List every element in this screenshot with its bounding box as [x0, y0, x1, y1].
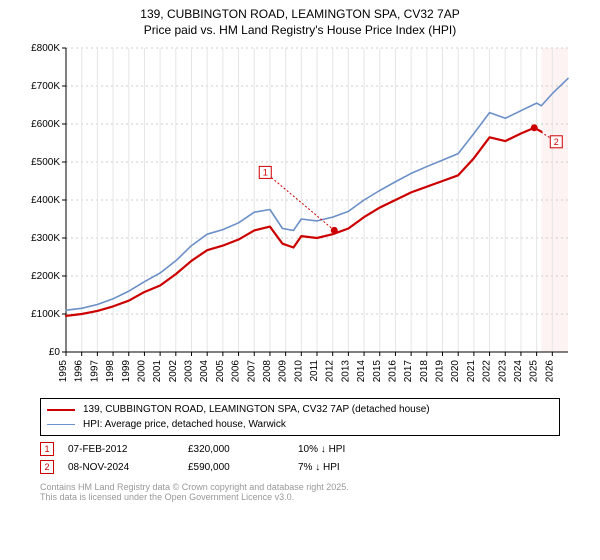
line-chart: £0 £100K £200K £300K £400K £500K £600K £700K £80…	[20, 42, 580, 392]
legend-item: HPI: Average price, detached house, Warw…	[47, 417, 553, 432]
svg-text:£800K: £800K	[31, 43, 60, 54]
event-price: £590,000	[188, 462, 298, 473]
svg-text:2013: 2013	[340, 360, 351, 383]
svg-text:2025: 2025	[529, 360, 540, 383]
svg-text:2019: 2019	[435, 360, 446, 383]
event-date: 08-NOV-2024	[68, 462, 188, 473]
footer-line1: Contains HM Land Registry data © Crown c…	[40, 482, 560, 492]
event-price: £320,000	[188, 444, 298, 455]
legend-item: 139, CUBBINGTON ROAD, LEAMINGTON SPA, CV…	[47, 402, 553, 417]
svg-text:2008: 2008	[262, 360, 273, 383]
events-table: 1 07-FEB-2012£320,00010% ↓ HPI 2 08-NOV-202…	[40, 440, 560, 476]
event-marker-box: 2	[40, 460, 54, 474]
svg-text:£500K: £500K	[31, 157, 60, 168]
legend-label: HPI: Average price, detached house, Warw…	[83, 419, 286, 430]
title-line2: Price paid vs. HM Land Registry's House …	[0, 22, 600, 38]
legend-label: 139, CUBBINGTON ROAD, LEAMINGTON SPA, CV…	[83, 404, 430, 415]
svg-text:£700K: £700K	[31, 81, 60, 92]
svg-text:2001: 2001	[152, 360, 163, 383]
event-row: 1 07-FEB-2012£320,00010% ↓ HPI	[40, 440, 560, 458]
chart-area: £0 £100K £200K £300K £400K £500K £600K £700K £80…	[0, 42, 600, 392]
svg-text:2021: 2021	[466, 360, 477, 383]
event-note: 10% ↓ HPI	[298, 444, 560, 455]
svg-text:2006: 2006	[231, 360, 242, 383]
svg-text:2009: 2009	[278, 360, 289, 383]
svg-text:2023: 2023	[497, 360, 508, 383]
footer: Contains HM Land Registry data © Crown c…	[40, 482, 560, 502]
title-line1: 139, CUBBINGTON ROAD, LEAMINGTON SPA, CV…	[0, 6, 600, 22]
svg-text:2002: 2002	[168, 360, 179, 383]
svg-text:2018: 2018	[419, 360, 430, 383]
svg-text:1997: 1997	[89, 360, 100, 383]
svg-text:2: 2	[554, 137, 559, 147]
svg-text:2017: 2017	[403, 360, 414, 383]
svg-text:£0: £0	[49, 347, 61, 358]
svg-text:1998: 1998	[105, 360, 116, 383]
svg-text:2003: 2003	[184, 360, 195, 383]
legend: 139, CUBBINGTON ROAD, LEAMINGTON SPA, CV…	[0, 398, 600, 436]
svg-text:2000: 2000	[136, 360, 147, 383]
event-note: 7% ↓ HPI	[298, 462, 560, 473]
svg-text:1995: 1995	[58, 360, 69, 383]
svg-text:1: 1	[263, 168, 268, 178]
svg-text:1996: 1996	[74, 360, 85, 383]
chart-title: 139, CUBBINGTON ROAD, LEAMINGTON SPA, CV…	[0, 0, 600, 42]
svg-text:2011: 2011	[309, 360, 320, 382]
svg-text:2005: 2005	[215, 360, 226, 383]
svg-text:£300K: £300K	[31, 233, 60, 244]
svg-text:2015: 2015	[372, 360, 383, 383]
svg-text:2020: 2020	[450, 360, 461, 383]
svg-text:2014: 2014	[356, 360, 367, 383]
event-date: 07-FEB-2012	[68, 444, 188, 455]
svg-text:2022: 2022	[482, 360, 493, 383]
svg-text:2012: 2012	[325, 360, 336, 383]
svg-text:2004: 2004	[199, 360, 210, 383]
legend-swatch	[47, 424, 75, 425]
svg-text:2007: 2007	[246, 360, 257, 383]
svg-text:2026: 2026	[544, 360, 555, 383]
legend-swatch	[47, 409, 75, 411]
svg-text:2016: 2016	[387, 360, 398, 383]
svg-text:£200K: £200K	[31, 271, 60, 282]
svg-text:£600K: £600K	[31, 119, 60, 130]
svg-text:£400K: £400K	[31, 195, 60, 206]
event-row: 2 08-NOV-2024£590,0007% ↓ HPI	[40, 458, 560, 476]
event-marker-box: 1	[40, 442, 54, 456]
svg-text:£100K: £100K	[31, 309, 60, 320]
svg-text:2010: 2010	[293, 360, 304, 383]
footer-line2: This data is licensed under the Open Gov…	[40, 492, 560, 502]
svg-text:2024: 2024	[513, 360, 524, 383]
svg-text:1999: 1999	[121, 360, 132, 383]
